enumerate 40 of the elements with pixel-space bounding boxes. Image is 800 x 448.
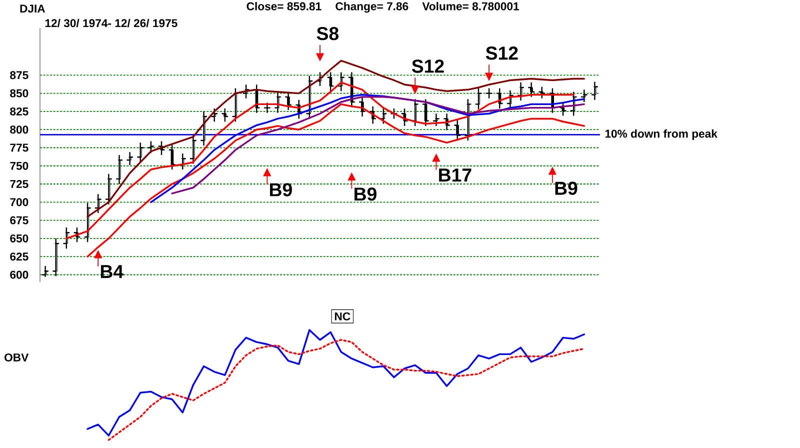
text: Change= 7.86 [336,2,408,13]
point [316,53,324,61]
data-label: S12 [412,60,444,73]
text: Volume= 8.780001 [422,2,519,10]
point [485,72,493,80]
data-label: B4 [100,265,124,278]
y-tick-label: 600 [10,270,28,279]
data-label: S12 [486,46,518,60]
y-tick-label: 675 [10,216,28,224]
point [263,168,271,176]
y-axis-title: OBV [4,353,29,362]
point [94,250,102,258]
data-label: S8 [316,26,339,40]
point [411,86,419,94]
point [548,167,556,175]
data-label: B17 [439,168,472,182]
y-tick-label: 750 [10,162,28,170]
data-label: B9 [354,187,376,201]
point [348,172,356,181]
point [432,154,440,162]
y-tick-label: 775 [10,144,28,152]
candlestick [274,91,282,114]
chart-subtitle: 12/ 30/ 1974- 12/ 26/ 1975 [45,18,178,28]
y-tick-label: 650 [10,234,28,242]
y-tick-label: 725 [10,180,28,188]
data-label: B9 [270,183,292,196]
chart-title: NC [334,312,350,320]
chart-title: DJIA [20,4,46,13]
text: Close= 859.81 [246,2,322,10]
y-tick-label: 875 [10,71,28,80]
ref-line-label: 10% down from peak [605,129,718,140]
y-tick-label: 625 [10,252,28,261]
candlestick [115,154,124,185]
y-tick-label: 800 [10,126,28,134]
y-tick-label: 850 [10,89,28,98]
y-tick-label: 700 [10,198,28,206]
y-tick-label: 825 [10,107,28,116]
candlestick [358,96,366,118]
candlestick [516,82,525,102]
data-label: B9 [555,182,578,195]
